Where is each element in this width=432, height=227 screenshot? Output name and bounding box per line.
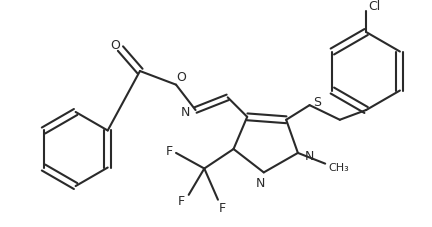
Text: S: S [313, 95, 321, 108]
Text: F: F [218, 201, 226, 214]
Text: F: F [178, 194, 184, 207]
Text: CH₃: CH₃ [328, 162, 349, 172]
Text: O: O [111, 39, 121, 52]
Text: Cl: Cl [368, 0, 380, 13]
Text: N: N [305, 150, 314, 163]
Text: N: N [256, 176, 266, 189]
Text: N: N [181, 106, 191, 119]
Text: F: F [165, 145, 173, 158]
Text: O: O [176, 71, 186, 84]
